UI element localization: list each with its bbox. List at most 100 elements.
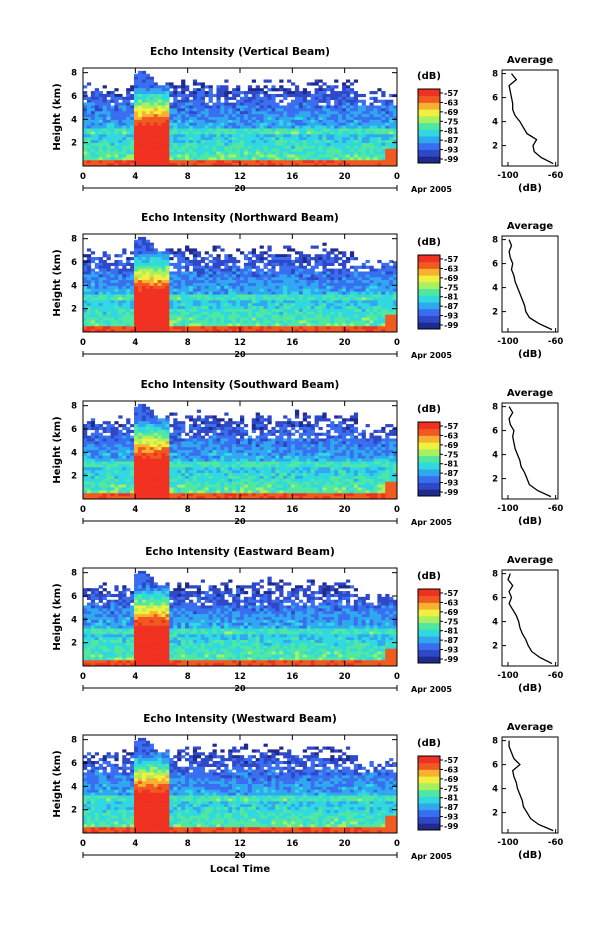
heatmap-cell <box>204 157 209 161</box>
heatmap-cell <box>204 131 209 135</box>
heatmap-cell <box>243 300 249 304</box>
heatmap-cell <box>212 311 217 315</box>
heatmap-cell <box>102 475 107 480</box>
heatmap-cell <box>83 160 88 164</box>
heatmap-cell <box>86 148 92 152</box>
heatmap-cell <box>145 297 151 301</box>
heatmap-cell <box>114 88 119 92</box>
heatmap-cell <box>130 117 135 121</box>
heatmap-cell <box>298 317 304 321</box>
heatmap-cell <box>243 303 249 307</box>
heatmap-cell <box>224 145 229 149</box>
heatmap-cell <box>110 163 115 167</box>
heatmap-cell <box>134 259 139 264</box>
heatmap-cell <box>165 317 170 321</box>
heatmap-cell <box>137 142 143 147</box>
heatmap-cell <box>149 303 154 307</box>
heatmap-cell <box>314 108 319 112</box>
heatmap-cell <box>83 96 88 100</box>
heatmap-cell <box>236 140 241 144</box>
heatmap-cell <box>102 128 107 132</box>
heatmap-cell <box>306 300 311 304</box>
heatmap-cell <box>240 291 245 295</box>
heatmap-cell <box>185 259 190 264</box>
heatmap-cell <box>86 426 92 431</box>
heatmap-cell <box>188 300 194 304</box>
heatmap-cell <box>122 122 127 126</box>
heatmap-cell <box>188 99 194 103</box>
heatmap-cell <box>130 122 135 126</box>
colorbar-segment <box>418 275 440 283</box>
heatmap-cell <box>86 452 92 457</box>
heatmap-cell <box>177 294 182 298</box>
heatmap-cell <box>353 314 359 318</box>
heatmap-cell <box>357 122 362 126</box>
heatmap-cell <box>345 157 351 161</box>
heatmap-cell <box>236 294 241 298</box>
heatmap-cell <box>165 131 170 135</box>
heatmap-cell <box>389 329 394 333</box>
heatmap-cell <box>94 131 99 135</box>
heatmap-cell <box>134 406 139 410</box>
heatmap-cell <box>98 478 103 482</box>
heatmap-cell <box>326 314 331 318</box>
heatmap-cell <box>196 154 202 158</box>
heatmap-cell <box>369 131 374 135</box>
heatmap-cell <box>165 119 170 124</box>
heatmap-cell <box>94 473 99 477</box>
heatmap-cell <box>326 257 331 261</box>
heatmap-cell <box>373 326 378 330</box>
heatmap-cell <box>98 283 103 287</box>
heatmap-cell <box>283 271 288 275</box>
heatmap-cell <box>334 137 339 141</box>
heatmap-cell <box>224 303 229 307</box>
heatmap-cell <box>251 160 256 164</box>
heatmap-cell <box>173 157 178 161</box>
heatmap-cell <box>149 157 154 161</box>
heatmap-cell <box>114 288 119 292</box>
heatmap-cell <box>196 82 202 86</box>
colorbar-segment <box>418 95 440 103</box>
heatmap-cell <box>306 262 311 266</box>
heatmap-cell <box>236 151 241 155</box>
heatmap-cell <box>369 128 374 132</box>
heatmap-cell <box>192 300 198 304</box>
heatmap-cell <box>385 128 390 132</box>
heatmap-cell <box>306 317 311 321</box>
heatmap-cell <box>349 283 355 287</box>
heatmap-cell <box>310 142 315 147</box>
heatmap-cell <box>243 160 249 164</box>
heatmap-cell <box>94 257 99 261</box>
heatmap-cell <box>322 291 327 295</box>
heatmap-cell <box>236 248 241 252</box>
heatmap-cell <box>377 151 382 155</box>
heatmap-cell <box>353 142 359 147</box>
heatmap-cell <box>353 91 359 95</box>
heatmap-cell <box>283 274 288 278</box>
heatmap-cell <box>161 262 166 266</box>
heatmap-cell <box>224 277 229 281</box>
heatmap-cell <box>267 145 272 149</box>
heatmap-cell <box>126 145 131 149</box>
heatmap-cell <box>271 157 276 161</box>
heatmap-cell <box>141 475 147 480</box>
heatmap-cell <box>393 117 398 121</box>
heatmap-cell <box>353 288 359 292</box>
heatmap-cell <box>294 131 300 135</box>
heatmap-cell <box>353 131 359 135</box>
heatmap-cell <box>157 317 162 321</box>
heatmap-cell <box>314 137 319 141</box>
heatmap-cell <box>200 306 205 310</box>
heatmap-cell <box>114 297 119 301</box>
heatmap-cell <box>153 326 158 330</box>
heatmap-cell <box>118 285 123 290</box>
heatmap-cell <box>86 134 92 138</box>
heatmap-cell <box>157 119 162 124</box>
heatmap-cell <box>393 163 398 167</box>
heatmap-cell <box>259 157 264 161</box>
heatmap-cell <box>94 458 99 462</box>
heatmap-cell <box>302 163 308 167</box>
heatmap-cell <box>83 320 88 324</box>
heatmap-cell <box>228 268 233 272</box>
heatmap-cell <box>369 154 374 158</box>
